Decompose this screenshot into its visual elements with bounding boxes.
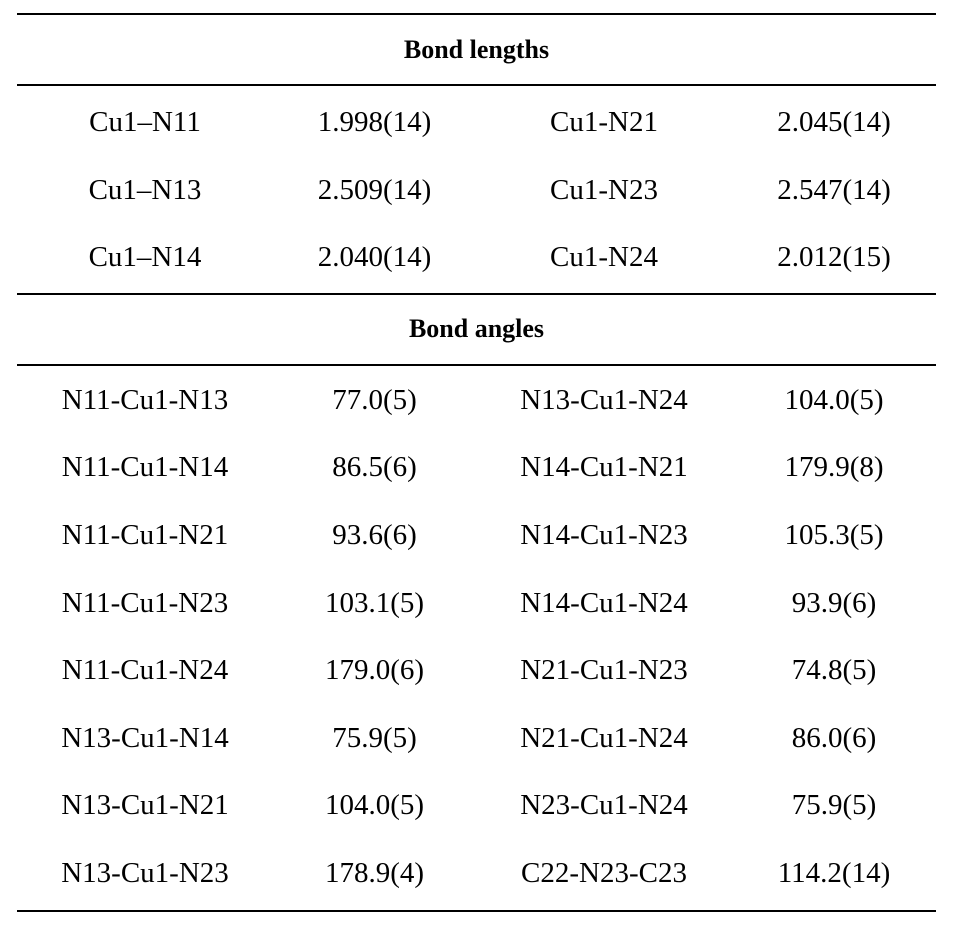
bond-value: 2.012(15) (777, 241, 891, 274)
table-row: N11-Cu1-N24 179.0(6) N21-Cu1-N23 74.8(5) (17, 637, 936, 705)
bond-angles-body: N11-Cu1-N13 77.0(5) N13-Cu1-N24 104.0(5)… (17, 366, 936, 911)
bond-label: Cu1–N11 (89, 106, 201, 139)
angle-label: N21-Cu1-N24 (520, 721, 688, 754)
angle-label: C22-N23-C23 (521, 856, 687, 889)
angle-value: 75.9(5) (791, 789, 877, 822)
bond-label: Cu1-N23 (550, 173, 658, 206)
angle-label: N11-Cu1-N13 (61, 383, 229, 416)
angle-label: N11-Cu1-N21 (61, 518, 229, 551)
angle-value: 105.3(5) (784, 518, 884, 551)
angle-value: 179.9(8) (784, 451, 884, 484)
section-rule (17, 84, 936, 86)
top-rule (17, 13, 936, 15)
angle-label: N14-Cu1-N23 (520, 518, 688, 551)
bottom-rule (17, 910, 936, 913)
angle-label: N13-Cu1-N24 (520, 383, 688, 416)
table-row: Cu1–N14 2.040(14) Cu1-N24 2.012(15) (17, 224, 936, 292)
bond-value: 2.045(14) (777, 106, 891, 139)
angle-label: N13-Cu1-N21 (61, 789, 229, 822)
angle-value: 103.1(5) (324, 586, 425, 619)
angle-value: 93.6(6) (332, 518, 417, 551)
table-row: N13-Cu1-N21 104.0(5) N23-Cu1-N24 75.9(5) (17, 772, 936, 840)
table-row: N11-Cu1-N23 103.1(5) N14-Cu1-N24 93.9(6) (17, 569, 936, 637)
bond-lengths-body: Cu1–N11 1.998(14) Cu1-N21 2.045(14) Cu1–… (17, 86, 936, 293)
angle-value: 86.5(6) (332, 451, 417, 484)
angle-value: 74.8(5) (791, 654, 877, 687)
table-row: N11-Cu1-N13 77.0(5) N13-Cu1-N24 104.0(5) (17, 367, 936, 435)
angle-label: N11-Cu1-N23 (61, 586, 229, 619)
angle-value: 75.9(5) (332, 721, 417, 754)
section-title-bond-angles: Bond angles (408, 314, 545, 343)
angle-value: 179.0(6) (324, 654, 425, 687)
bond-label: Cu1–N13 (88, 173, 202, 206)
bond-label: Cu1-N21 (550, 106, 658, 139)
angle-label: N11-Cu1-N14 (61, 451, 229, 484)
section-rule (17, 292, 936, 295)
angle-label: N23-Cu1-N24 (520, 789, 688, 822)
bond-value: 2.547(14) (777, 173, 891, 206)
bond-value: 1.998(14) (317, 106, 432, 139)
angle-value: 77.0(5) (332, 383, 417, 416)
angle-value: 114.2(14) (777, 856, 891, 889)
table-row: Cu1–N11 1.998(14) Cu1-N21 2.045(14) (17, 89, 936, 157)
angle-value: 104.0(5) (784, 383, 884, 416)
angle-label: N14-Cu1-N21 (520, 451, 688, 484)
angle-value: 104.0(5) (324, 789, 425, 822)
angle-label: N13-Cu1-N23 (61, 856, 229, 889)
angle-value: 86.0(6) (791, 721, 877, 754)
angle-label: N11-Cu1-N24 (61, 654, 229, 687)
angle-label: N14-Cu1-N24 (520, 586, 688, 619)
angle-value: 178.9(4) (324, 856, 425, 889)
table-row: N11-Cu1-N21 93.6(6) N14-Cu1-N23 105.3(5) (17, 502, 936, 570)
section-rule (17, 363, 936, 366)
angle-label: N13-Cu1-N14 (61, 721, 229, 754)
angle-value: 93.9(6) (791, 586, 877, 619)
table-row: N13-Cu1-N23 178.9(4) C22-N23-C23 114.2(1… (17, 840, 936, 908)
bond-label: Cu1-N24 (550, 241, 658, 274)
table-row: N13-Cu1-N14 75.9(5) N21-Cu1-N24 86.0(6) (17, 704, 936, 772)
section-title-bond-lengths: Bond lengths (403, 34, 550, 64)
table-row: Cu1–N13 2.509(14) Cu1-N23 2.547(14) (17, 157, 936, 225)
bond-value: 2.509(14) (317, 173, 432, 206)
table-row: N11-Cu1-N14 86.5(6) N14-Cu1-N21 179.9(8) (17, 434, 936, 502)
bond-value: 2.040(14) (317, 241, 432, 274)
bond-table: Bond lengths Cu1–N11 1.998(14) Cu1-N21 2… (17, 13, 936, 913)
bond-label: Cu1–N14 (88, 241, 202, 274)
angle-label: N21-Cu1-N23 (520, 654, 688, 687)
